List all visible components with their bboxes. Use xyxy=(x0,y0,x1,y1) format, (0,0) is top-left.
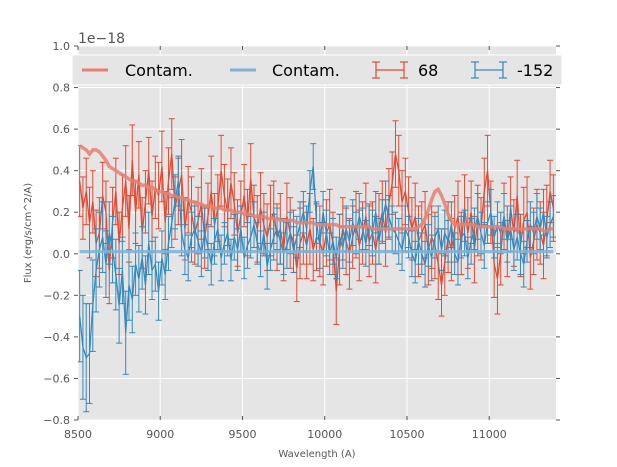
y-tick-label: 1.0 xyxy=(53,40,71,53)
legend-label: -152 xyxy=(517,61,553,80)
y-tick-label: 0.6 xyxy=(53,123,71,136)
legend-label: Contam. xyxy=(272,61,340,80)
x-tick-label: 10500 xyxy=(389,428,424,441)
y-offset-label: 1e−18 xyxy=(78,31,125,47)
y-tick-label: −0.6 xyxy=(43,372,70,385)
x-tick-label: 9000 xyxy=(146,428,174,441)
y-tick-label: −0.2 xyxy=(43,289,70,302)
x-tick-label: 8500 xyxy=(64,428,92,441)
contam-line xyxy=(78,144,554,233)
data-series xyxy=(78,118,556,413)
legend-label: Contam. xyxy=(125,61,193,80)
y-tick-label: −0.4 xyxy=(43,331,70,344)
x-tick-label: 10000 xyxy=(307,428,342,441)
x-tick-label: 11000 xyxy=(472,428,507,441)
series-contam-0 xyxy=(78,144,554,233)
y-axis-label: Flux (erg/s/cm^2/A) xyxy=(23,183,34,283)
y-tick-label: 0.0 xyxy=(53,248,71,261)
legend-label: 68 xyxy=(418,61,438,80)
y-tick-label: 0.4 xyxy=(53,165,71,178)
x-axis-label: Wavelength (A) xyxy=(278,449,355,460)
y-tick-label: 0.8 xyxy=(53,82,71,95)
legend: Contam. Contam. 68 -152 xyxy=(71,54,563,86)
y-tick-label: −0.8 xyxy=(43,414,70,427)
series-line xyxy=(78,166,554,360)
y-tick-label: 0.2 xyxy=(53,206,71,219)
x-tick-label: 9500 xyxy=(228,428,256,441)
axis-ticks: 8500 9000 9500 10000 10500 11000 −0.8 −0.6 −0.4 −… xyxy=(43,40,560,441)
